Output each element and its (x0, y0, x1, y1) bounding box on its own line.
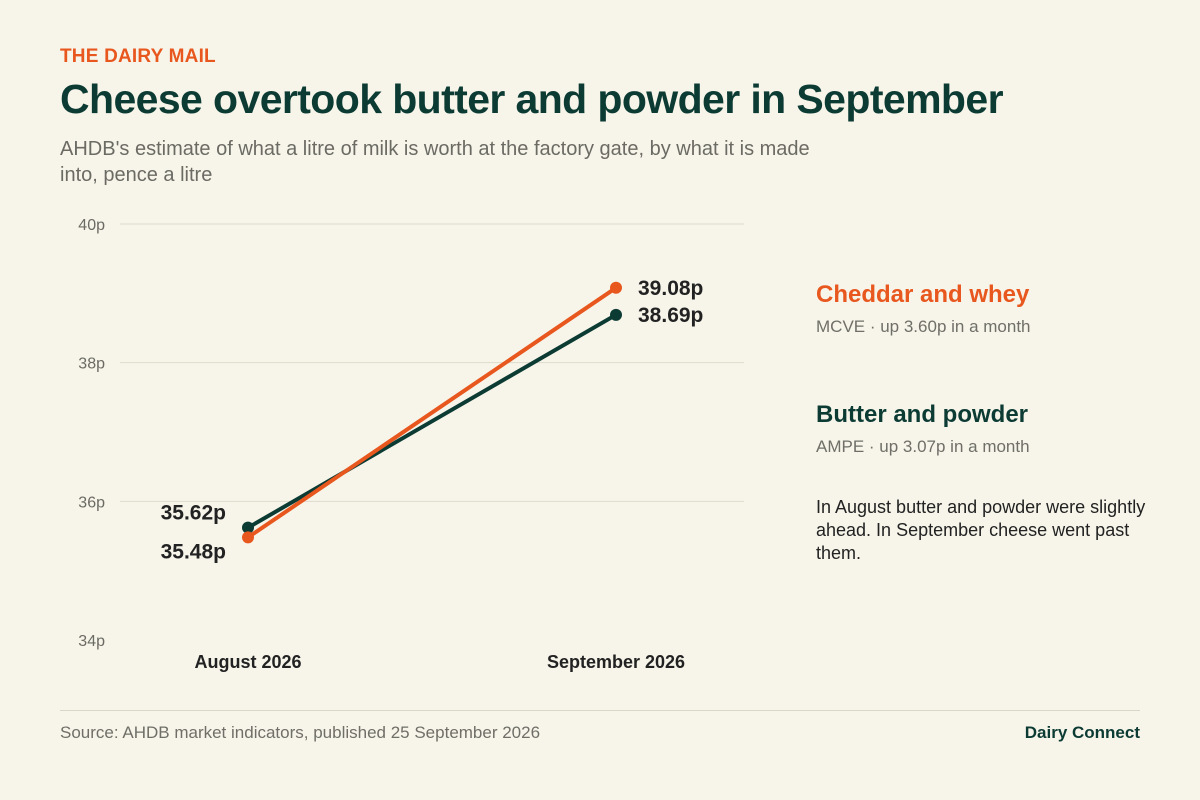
series-line-0 (246, 285, 618, 540)
data-point-1-0 (242, 521, 254, 534)
data-label-0-1: 39.08p (638, 277, 703, 300)
y-tick-label: 38p (78, 356, 105, 373)
y-tick-label: 34p (78, 633, 105, 650)
legend-cheese: Cheddar and whey MCVE · up 3.60p in a mo… (816, 281, 1031, 337)
legend-cheese-name: Cheddar and whey (816, 281, 1030, 308)
legend-butter-name: Butter and powder (816, 401, 1029, 428)
annotation-note: In August butter and powder were slightl… (816, 497, 1146, 563)
data-point-1-1 (610, 308, 622, 321)
legend-cheese-desc: MCVE · up 3.60p in a month (816, 317, 1031, 336)
footer-divider (60, 710, 1140, 711)
data-label-1-1: 38.69p (638, 304, 703, 327)
y-tick-label: 40p (78, 217, 105, 234)
x-tick-label: September 2026 (547, 652, 685, 672)
data-point-0-0 (242, 531, 254, 544)
x-tick-label: August 2026 (194, 652, 301, 672)
chart-subtitle: AHDB's estimate of what a litre of milk … (60, 138, 810, 186)
data-label-0-0: 35.48p (161, 540, 226, 563)
legend-butter: Butter and powder AMPE · up 3.07p in a m… (816, 401, 1030, 457)
data-label-1-0: 35.62p (161, 502, 226, 525)
data-point-0-1 (610, 281, 622, 294)
y-tick-label: 36p (78, 494, 105, 511)
series-line-1 (246, 312, 618, 530)
source-note: Source: AHDB market indicators, publishe… (60, 723, 541, 742)
publication-kicker: THE DAIRY MAIL (60, 46, 216, 67)
chart-title: Cheese overtook butter and powder in Sep… (60, 76, 1004, 122)
legend-butter-desc: AMPE · up 3.07p in a month (816, 437, 1030, 456)
brand-name: Dairy Connect (1024, 723, 1140, 742)
